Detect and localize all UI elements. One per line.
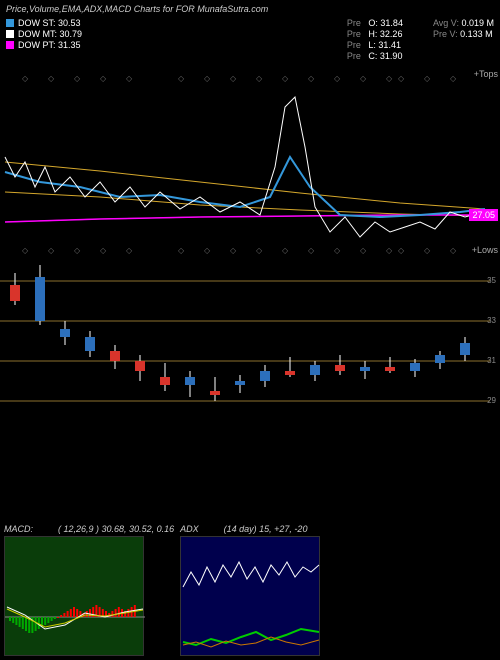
- tops-label: +Tops: [474, 69, 498, 79]
- svg-text:◇: ◇: [74, 74, 81, 83]
- legend-left: DOW ST: 30.53DOW MT: 30.79DOW PT: 31.35: [6, 18, 82, 61]
- svg-text:◇: ◇: [308, 246, 315, 255]
- svg-text:◇: ◇: [360, 246, 367, 255]
- svg-text:◇: ◇: [256, 74, 263, 83]
- svg-text:◇: ◇: [204, 246, 211, 255]
- lows-label: +Lows: [472, 245, 498, 255]
- svg-text:◇: ◇: [22, 246, 29, 255]
- svg-text:◇: ◇: [204, 74, 211, 83]
- svg-text:◇: ◇: [230, 74, 237, 83]
- stat-item: Avg V: 0.019 M: [433, 18, 494, 28]
- stat-item: Pre H: 32.26: [347, 29, 403, 39]
- stat-item: Pre O: 31.84: [347, 18, 403, 28]
- macd-panel: MACD: ( 12,26,9 ) 30.68, 30.52, 0.16: [4, 524, 174, 656]
- svg-text:◇: ◇: [282, 246, 289, 255]
- svg-text:◇: ◇: [100, 74, 107, 83]
- stat-item: Pre L: 31.41: [347, 40, 403, 50]
- macd-values: ( 12,26,9 ) 30.68, 30.52, 0.16: [58, 524, 174, 534]
- candlestick-chart: 35 33 31 29: [0, 261, 500, 421]
- legend-stats: Pre O: 31.84Pre H: 32.26Pre L: 31.41Pre …: [347, 18, 494, 61]
- svg-text:◇: ◇: [126, 74, 133, 83]
- svg-text:◇: ◇: [334, 74, 341, 83]
- svg-text:◇: ◇: [424, 246, 431, 255]
- lower-panels: MACD: ( 12,26,9 ) 30.68, 30.52, 0.16 ADX…: [4, 524, 320, 656]
- legend-item: DOW ST: 30.53: [6, 18, 82, 28]
- svg-text:◇: ◇: [386, 246, 393, 255]
- svg-text:◇: ◇: [334, 246, 341, 255]
- svg-text:◇: ◇: [48, 246, 55, 255]
- svg-text:◇: ◇: [100, 246, 107, 255]
- svg-text:◇: ◇: [178, 74, 185, 83]
- svg-text:◇: ◇: [398, 246, 405, 255]
- svg-text:◇: ◇: [386, 74, 393, 83]
- legend-item: DOW PT: 31.35: [6, 40, 82, 50]
- legend-row: DOW ST: 30.53DOW MT: 30.79DOW PT: 31.35 …: [0, 18, 500, 61]
- svg-text:◇: ◇: [450, 246, 457, 255]
- svg-text:◇: ◇: [22, 74, 29, 83]
- stat-item: Pre V: 0.133 M: [433, 29, 494, 39]
- stat-item: Pre C: 31.90: [347, 51, 403, 61]
- svg-text:◇: ◇: [126, 246, 133, 255]
- svg-text:◇: ◇: [360, 74, 367, 83]
- ytick-label: 29: [487, 396, 496, 405]
- legend-item: DOW MT: 30.79: [6, 29, 82, 39]
- svg-text:◇: ◇: [178, 246, 185, 255]
- svg-text:◇: ◇: [424, 74, 431, 83]
- ytick-label: 35: [487, 276, 496, 285]
- ytick-label: 31: [487, 356, 496, 365]
- svg-text:◇: ◇: [256, 246, 263, 255]
- adx-name: ADX: [180, 524, 199, 534]
- svg-text:◇: ◇: [450, 74, 457, 83]
- adx-values: (14 day) 15, +27, -20: [224, 524, 308, 534]
- chart-title: Price,Volume,EMA,ADX,MACD Charts for FOR…: [0, 0, 500, 18]
- svg-text:◇: ◇: [230, 246, 237, 255]
- adx-panel: ADX (14 day) 15, +27, -20: [180, 524, 320, 656]
- svg-text:◇: ◇: [48, 74, 55, 83]
- svg-text:◇: ◇: [398, 74, 405, 83]
- indicator-chart: ◇ ◇ ◇ ◇ ◇ ◇ ◇ ◇ ◇ ◇ ◇ ◇ ◇ ◇ ◇ ◇ ◇ ◇ ◇ ◇ ◇ ◇ ◇ ◇ ◇ ◇ ◇ ◇ ◇ ◇ ◇ ◇ ◇ ◇ +Tops…: [0, 67, 500, 257]
- svg-text:◇: ◇: [74, 246, 81, 255]
- price-marker: 27.05: [469, 209, 498, 221]
- macd-name: MACD:: [4, 524, 33, 534]
- ytick-label: 33: [487, 316, 496, 325]
- svg-text:◇: ◇: [282, 74, 289, 83]
- svg-text:◇: ◇: [308, 74, 315, 83]
